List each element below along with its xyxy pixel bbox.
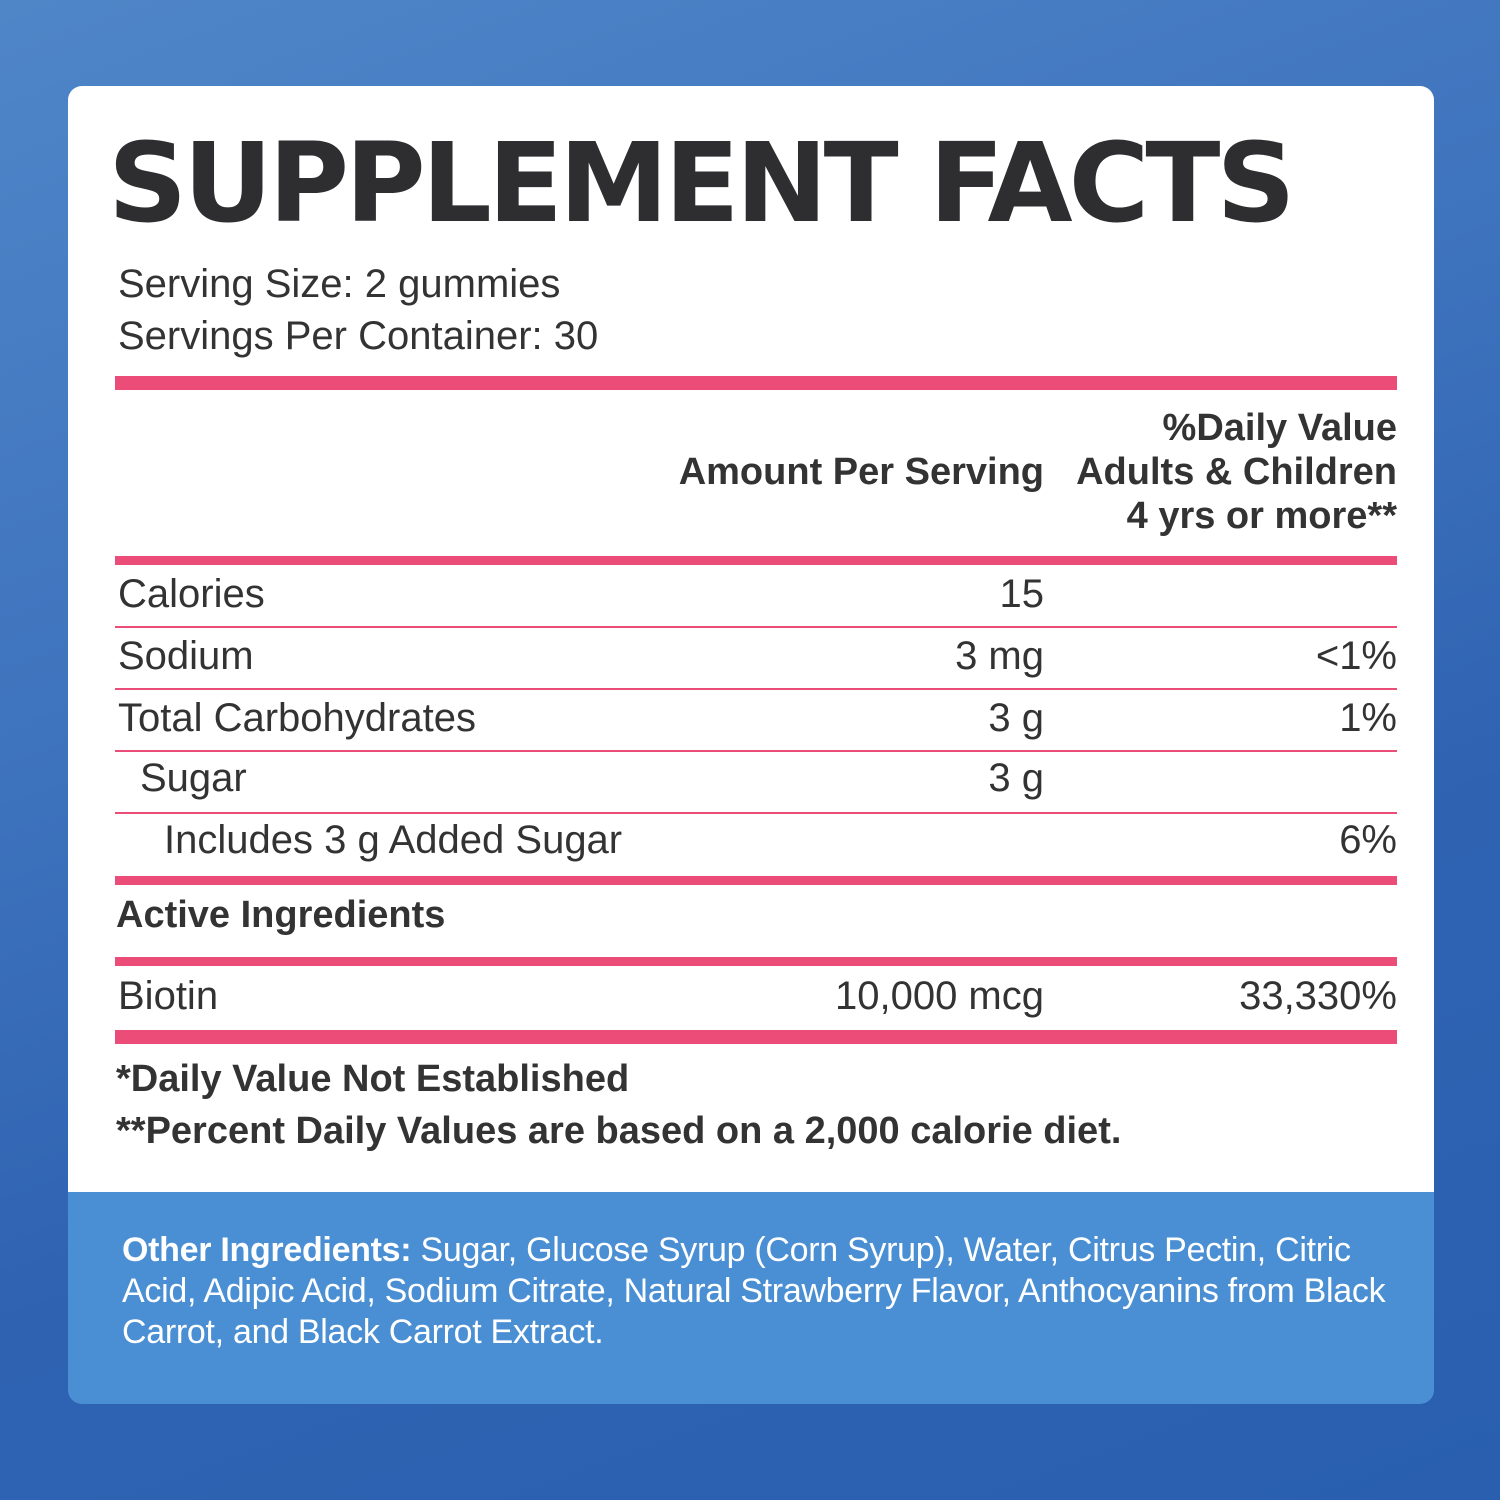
amount-per-serving-header: Amount Per Serving	[678, 451, 1044, 493]
active-ingredient-daily-value: 33,330%	[1239, 974, 1397, 1018]
nutrient-name: Sodium	[118, 634, 254, 678]
nutrient-amount: 15	[999, 572, 1045, 616]
nutrient-amount: 3 mg	[955, 634, 1044, 678]
row-divider	[115, 750, 1397, 752]
nutrient-name: Total Carbohydrates	[118, 696, 476, 740]
active-heading-bar	[115, 957, 1397, 966]
bottom-divider-bar	[115, 1030, 1397, 1044]
nutrient-name: Calories	[118, 572, 265, 616]
other-ingredients-label: Other Ingredients:	[122, 1231, 412, 1269]
nutrient-name: Includes 3 g Added Sugar	[164, 818, 623, 862]
nutrient-daily-value: <1%	[1315, 634, 1397, 678]
active-ingredient-name: Biotin	[118, 974, 219, 1018]
nutrient-daily-value: 1%	[1339, 696, 1397, 740]
footnote-daily-values: **Percent Daily Values are based on a 2,…	[116, 1110, 1122, 1152]
header-divider-bar	[115, 556, 1397, 565]
supplement-facts-box: SUPPLEMENT FACTS Serving Size: 2 gummies…	[68, 86, 1434, 1192]
nutrient-amount: 3 g	[988, 756, 1044, 800]
top-divider-bar	[115, 376, 1397, 390]
nutrient-daily-value: 6%	[1339, 818, 1397, 862]
other-ingredients-text: Sugar, Glucose Syrup (Corn Syrup), Water…	[122, 1231, 1386, 1351]
nutrients-end-bar	[115, 876, 1397, 885]
footnote-not-established: *Daily Value Not Established	[116, 1058, 630, 1100]
nutrient-amount: 3 g	[988, 696, 1044, 740]
active-ingredients-heading: Active Ingredients	[116, 894, 446, 936]
daily-value-header: %Daily Value Adults & Children 4 yrs or …	[1076, 407, 1397, 537]
other-ingredients: Other Ingredients: Sugar, Glucose Syrup …	[122, 1230, 1402, 1353]
supplement-label-panel: SUPPLEMENT FACTS Serving Size: 2 gummies…	[68, 86, 1434, 1404]
active-ingredient-amount: 10,000 mcg	[834, 974, 1044, 1018]
row-divider	[115, 688, 1397, 690]
servings-per-container: Servings Per Container: 30	[118, 314, 599, 358]
nutrient-name: Sugar	[140, 756, 247, 800]
label-title: SUPPLEMENT FACTS	[108, 119, 1296, 247]
serving-size: Serving Size: 2 gummies	[118, 262, 561, 306]
row-divider	[115, 812, 1397, 814]
row-divider	[115, 626, 1397, 628]
